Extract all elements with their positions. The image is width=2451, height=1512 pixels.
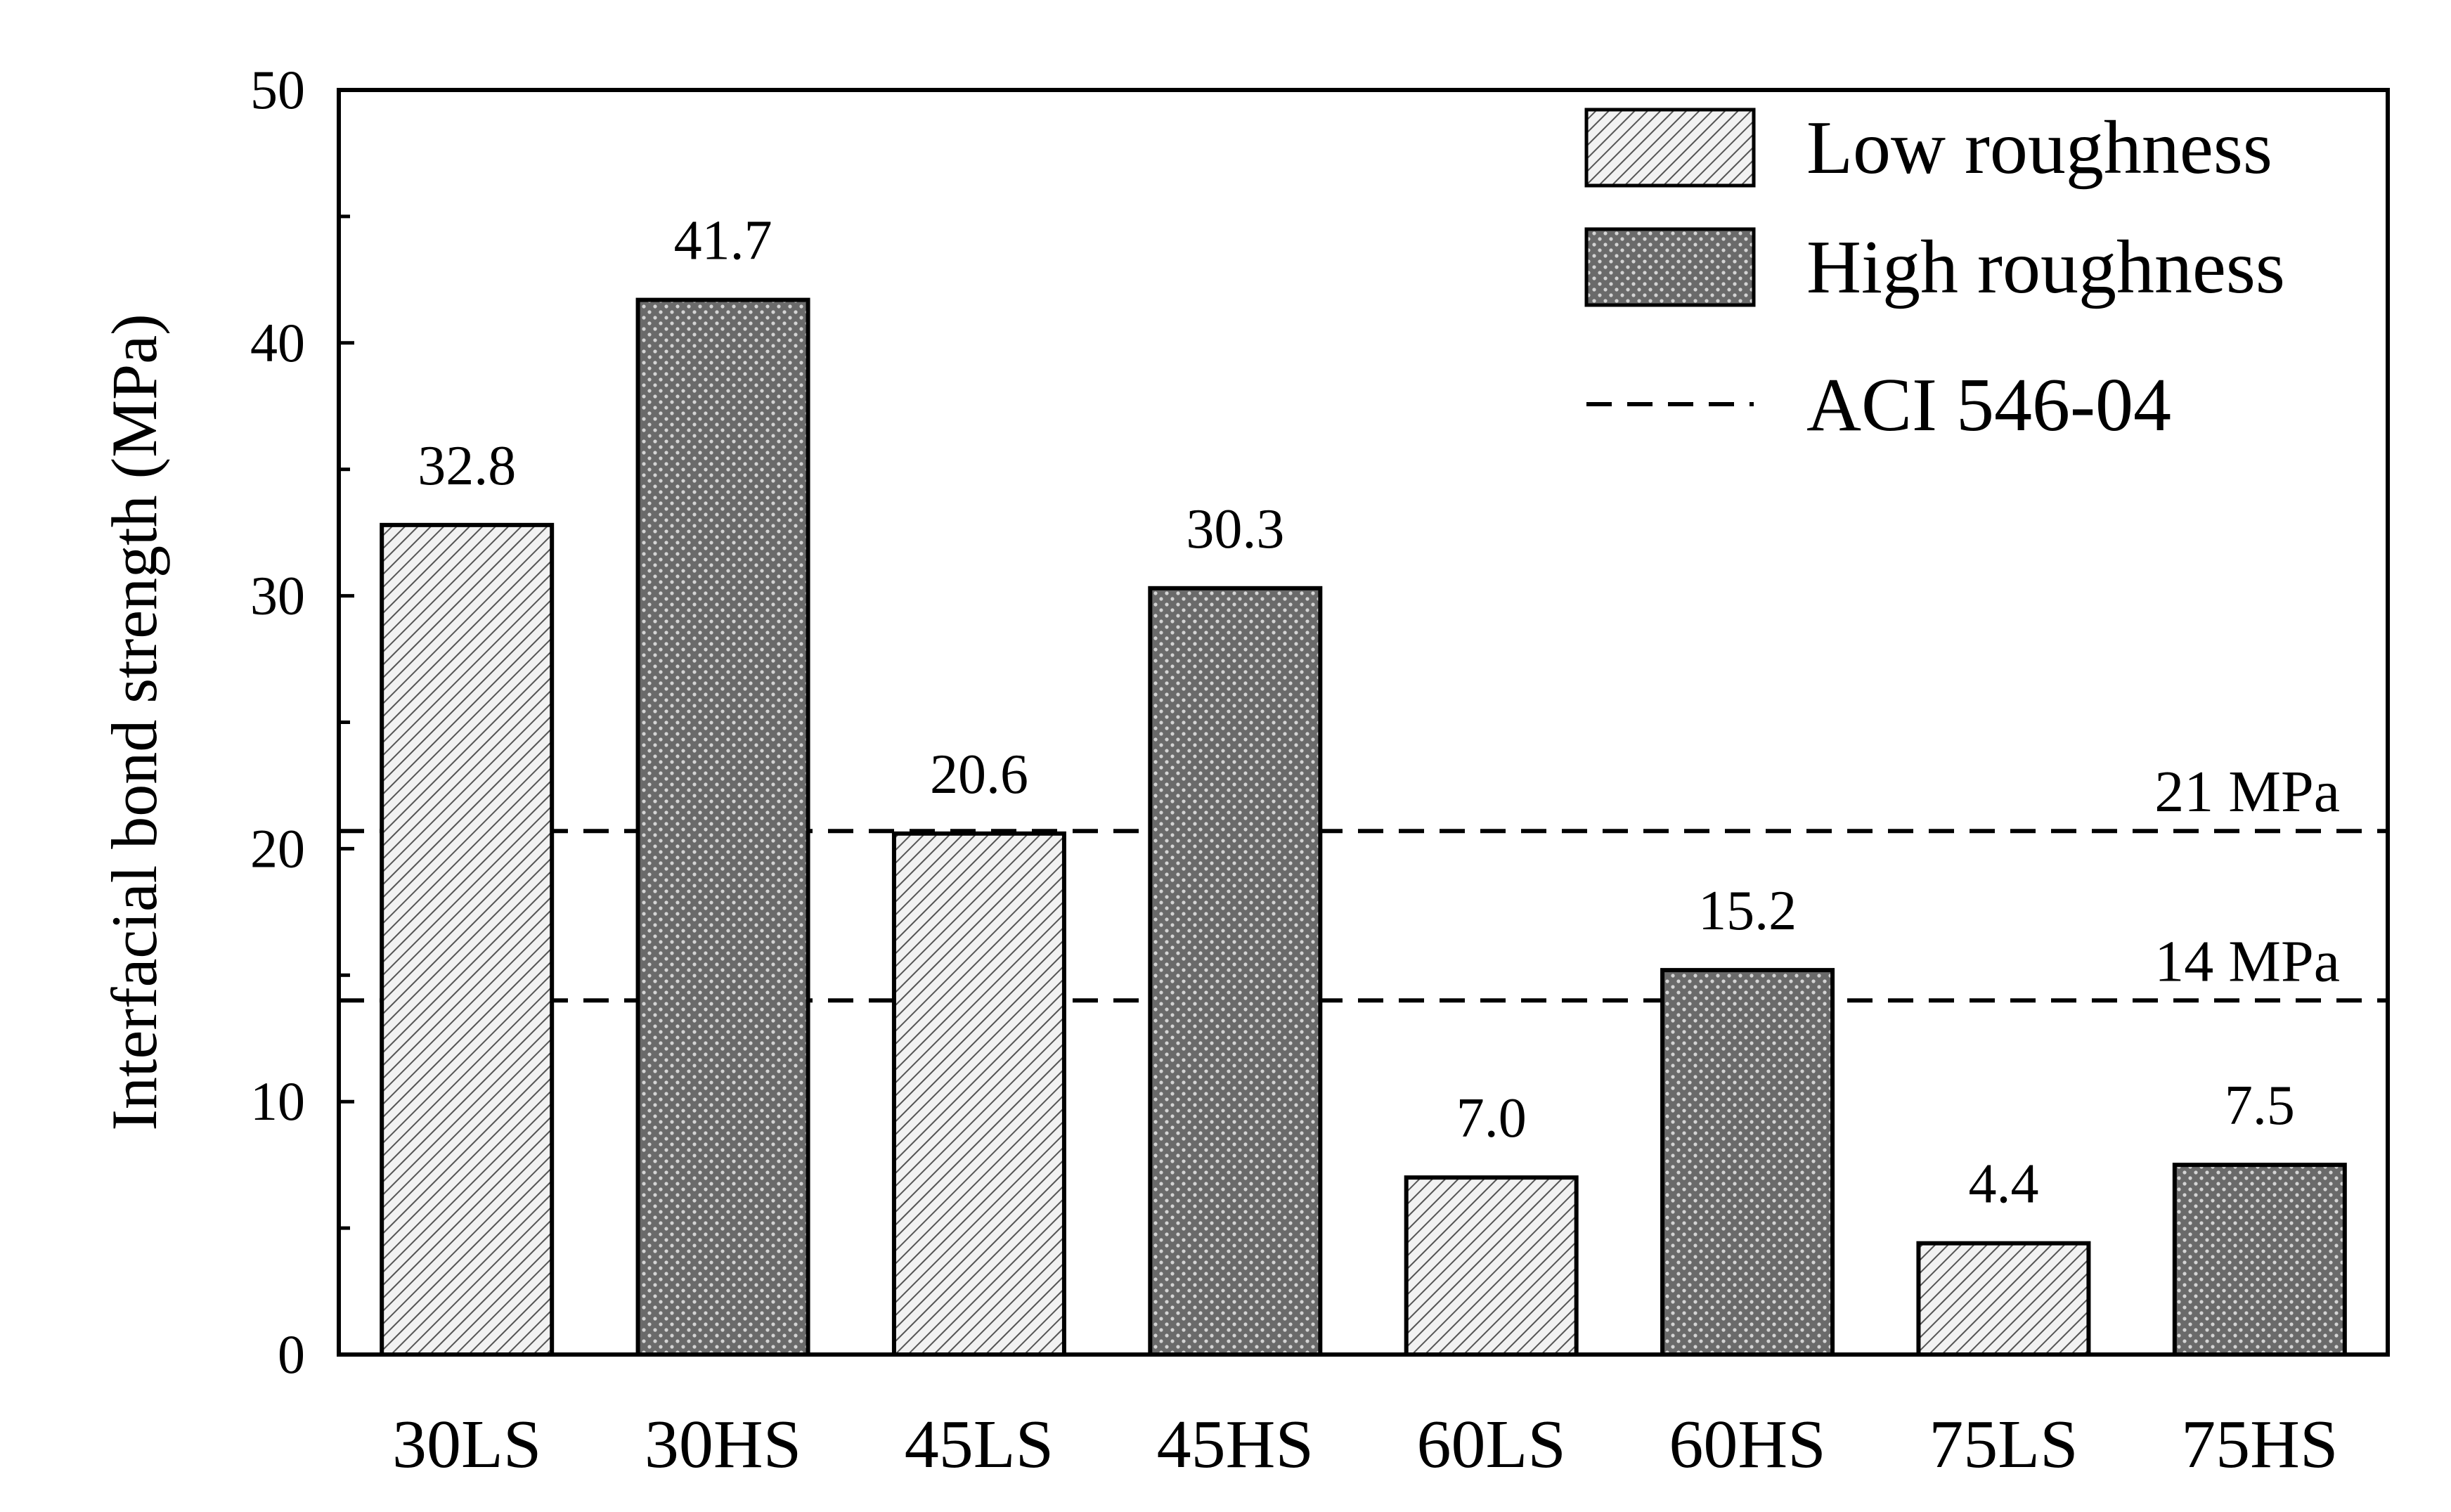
- y-axis-title: Interfacial bond strength (MPa): [98, 314, 170, 1130]
- category-label-30HS: 30HS: [645, 1407, 801, 1482]
- bar-30LS[interactable]: [380, 522, 555, 1357]
- value-label-75HS: 7.5: [2225, 1075, 2295, 1137]
- value-label-60LS: 7.0: [1456, 1087, 1527, 1149]
- value-label-45LS: 20.6: [930, 744, 1028, 806]
- value-label-30LS: 32.8: [418, 435, 516, 497]
- bar-30HS[interactable]: [635, 297, 810, 1357]
- bar-45HS[interactable]: [1148, 586, 1323, 1357]
- y-tick-label-10: 10: [250, 1071, 305, 1132]
- value-label-60HS: 15.2: [1698, 880, 1797, 942]
- value-label-75LS: 4.4: [1968, 1154, 2038, 1215]
- bar-60LS[interactable]: [1404, 1175, 1579, 1357]
- legend-swatch-high: [1584, 227, 1756, 307]
- value-label-30HS: 41.7: [674, 210, 772, 272]
- bar-60HS[interactable]: [1660, 968, 1835, 1357]
- category-label-60HS: 60HS: [1669, 1407, 1825, 1482]
- y-tick-label-30: 30: [250, 565, 305, 626]
- reference-label-1: 21 MPa: [2154, 759, 2340, 825]
- bar-75HS[interactable]: [2172, 1163, 2347, 1357]
- category-label-45HS: 45HS: [1157, 1407, 1314, 1482]
- bar-45LS[interactable]: [891, 831, 1066, 1357]
- y-tick-label-40: 40: [250, 312, 305, 373]
- y-tick-label-50: 50: [250, 59, 305, 120]
- reference-label-2: 14 MPa: [2154, 929, 2340, 994]
- category-label-75LS: 75LS: [1929, 1407, 2078, 1482]
- legend-label-high: High roughness: [1806, 226, 2285, 309]
- y-tick-label-20: 20: [250, 818, 305, 879]
- legend-label-reference: ACI 546-04: [1806, 363, 2171, 447]
- y-tick-label-0: 0: [278, 1324, 305, 1385]
- category-label-60LS: 60LS: [1417, 1407, 1566, 1482]
- category-label-30LS: 30LS: [392, 1407, 541, 1482]
- legend-swatch-low: [1584, 108, 1756, 188]
- category-label-75HS: 75HS: [2181, 1407, 2338, 1482]
- bar-75LS[interactable]: [1916, 1241, 2091, 1357]
- category-label-45LS: 45LS: [905, 1407, 1054, 1482]
- value-label-45HS: 30.3: [1186, 498, 1284, 560]
- legend-label-low: Low roughness: [1806, 106, 2272, 190]
